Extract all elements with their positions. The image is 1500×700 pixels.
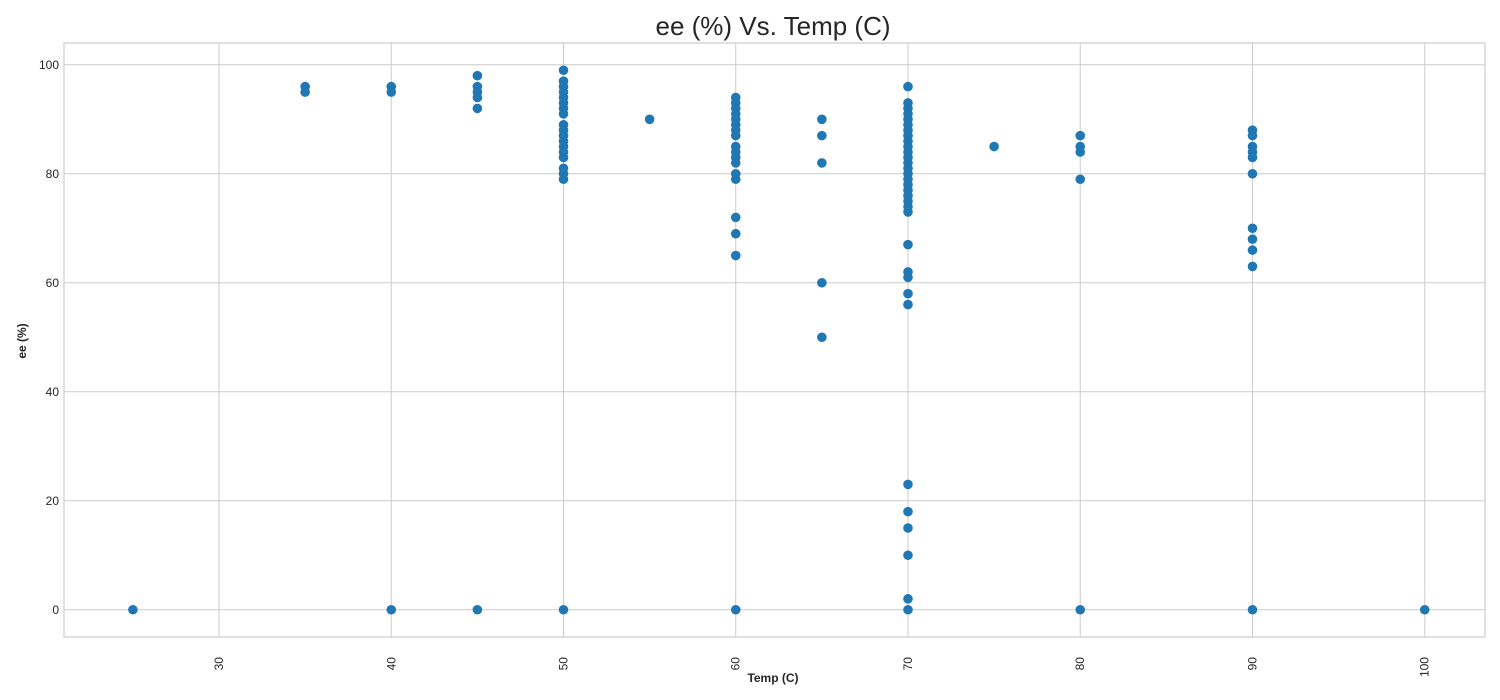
y-tick-label: 80 [46, 167, 60, 181]
data-point [472, 103, 483, 114]
x-axis-label: Temp (C) [747, 671, 798, 685]
data-point [1247, 223, 1258, 234]
data-point [817, 130, 827, 141]
data-point [386, 87, 397, 97]
y-tick-label: 100 [39, 58, 59, 72]
data-point [386, 604, 397, 615]
data-point [903, 506, 913, 517]
data-points [128, 65, 1430, 615]
data-point [1247, 261, 1258, 272]
x-tick-label: 50 [557, 657, 571, 671]
data-point [730, 250, 741, 261]
data-point [730, 174, 741, 185]
data-point [1247, 152, 1258, 163]
x-tick-label: 70 [901, 657, 915, 671]
y-tick-label: 0 [52, 603, 59, 617]
y-tick-label: 40 [46, 385, 60, 399]
data-point [903, 239, 913, 250]
data-point [558, 65, 569, 76]
data-point [1075, 130, 1086, 141]
y-axis-ticks: 0 20 40 60 80 100 [39, 58, 59, 617]
data-point [1247, 234, 1258, 244]
data-point [817, 332, 827, 343]
x-tick-label: 30 [212, 657, 226, 671]
data-point [903, 288, 913, 299]
y-axis-label: ee (%) [15, 323, 29, 358]
data-point [644, 114, 655, 125]
data-point [817, 158, 827, 168]
data-point [903, 207, 913, 217]
data-point [730, 604, 741, 615]
data-point [817, 277, 827, 288]
data-point [903, 299, 913, 310]
data-point [300, 87, 310, 97]
x-tick-label: 60 [729, 657, 743, 671]
data-point [1075, 147, 1086, 157]
data-point [558, 152, 569, 163]
data-point [989, 141, 999, 152]
data-point [730, 158, 741, 168]
data-point [1247, 604, 1258, 615]
data-point [903, 604, 913, 615]
y-tick-label: 60 [46, 276, 60, 290]
x-tick-label: 100 [1418, 657, 1432, 677]
x-tick-label: 40 [384, 657, 398, 671]
grid [64, 43, 1485, 637]
data-point [730, 130, 741, 141]
data-point [472, 70, 483, 81]
data-point [903, 272, 913, 283]
data-point [1075, 174, 1086, 185]
x-axis-ticks: 30 40 50 60 70 80 90 100 [212, 657, 1432, 677]
x-tick-label: 90 [1245, 657, 1259, 671]
plot-area-frame [63, 42, 1486, 638]
data-point [1247, 245, 1258, 255]
data-point [903, 479, 913, 490]
data-point [903, 550, 913, 561]
data-point [128, 604, 138, 615]
data-point [903, 81, 913, 92]
data-point [903, 594, 913, 604]
data-point [1419, 604, 1430, 615]
data-point [558, 604, 569, 615]
data-point [817, 114, 827, 125]
data-point [730, 212, 741, 223]
data-point [1247, 168, 1258, 179]
y-tick-label: 20 [46, 494, 60, 508]
data-point [730, 228, 741, 239]
data-point [558, 109, 569, 119]
data-point [1075, 604, 1086, 615]
data-point [472, 604, 483, 615]
data-point [903, 523, 913, 533]
x-tick-label: 80 [1073, 657, 1087, 671]
chart-title: ee (%) Vs. Temp (C) [655, 11, 890, 41]
data-point [558, 174, 569, 185]
data-point [472, 92, 483, 103]
data-point [1247, 130, 1258, 141]
